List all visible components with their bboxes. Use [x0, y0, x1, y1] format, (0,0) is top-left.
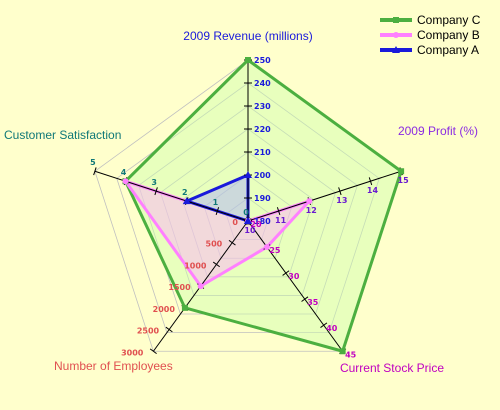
tick-label: 180	[254, 217, 271, 226]
legend-entry: Company A	[417, 43, 479, 57]
tick-label: 3	[151, 178, 157, 187]
tick-label: 2500	[137, 327, 160, 336]
axis-tick	[320, 322, 328, 328]
grid-ring	[138, 105, 358, 315]
data-point	[182, 197, 191, 205]
tick-label: 13	[336, 196, 347, 205]
tick-label: 220	[254, 125, 271, 134]
tick-label: 1500	[168, 283, 191, 292]
tick-label: 190	[254, 194, 271, 203]
axis-title: Customer Satisfaction	[4, 128, 121, 142]
axis-line	[247, 170, 402, 222]
tick-label: 3000	[121, 348, 144, 357]
data-point	[245, 57, 251, 63]
tick-label: 40	[326, 324, 338, 333]
axis-title: 2009 Revenue (millions)	[183, 29, 312, 43]
legend-marker	[392, 46, 400, 53]
axis-tick	[276, 207, 281, 216]
axis-tick	[228, 239, 236, 246]
tick-label: 2000	[153, 305, 176, 314]
data-point	[263, 244, 270, 251]
axis-title: 2009 Profit (%)	[398, 124, 478, 138]
axis-tick	[215, 207, 220, 216]
tick-label: 210	[254, 148, 271, 157]
axis-tick	[93, 167, 97, 176]
axis-tick	[212, 261, 220, 268]
legend-marker	[393, 32, 399, 38]
axis-tick	[368, 177, 373, 186]
axis-tick	[149, 348, 157, 355]
axis-tick	[282, 270, 290, 276]
legend-entry: Company C	[417, 13, 481, 27]
data-point	[197, 283, 204, 290]
tick-label: 20	[250, 220, 262, 229]
legend-entry: Company B	[417, 28, 480, 42]
tick-label: 14	[367, 186, 379, 195]
tick-label: 230	[254, 102, 271, 111]
tick-label: 45	[345, 350, 357, 359]
tick-label: 0	[232, 218, 238, 227]
data-point	[398, 168, 405, 175]
data-point	[244, 217, 252, 224]
tick-label: 0	[243, 208, 249, 217]
axis-tick	[154, 187, 158, 196]
tick-label: 10	[244, 226, 256, 235]
axis-tick	[301, 296, 309, 302]
axis-title: Number of Employees	[54, 359, 173, 373]
tick-label: 250	[254, 56, 271, 65]
tick-label: 15	[398, 176, 410, 185]
tick-label: 200	[254, 171, 271, 180]
data-point	[122, 178, 129, 185]
tick-label: 500	[206, 240, 223, 249]
grid-ring	[225, 197, 271, 241]
axis-tick	[338, 187, 342, 196]
tick-label: 12	[306, 206, 317, 215]
tick-label: 240	[254, 79, 271, 88]
data-point	[181, 304, 188, 311]
tick-label: 4	[121, 168, 127, 177]
tick-label: 2	[182, 188, 188, 197]
axis-line	[94, 170, 249, 222]
grid-ring	[181, 151, 315, 278]
tick-label: 35	[307, 298, 319, 307]
axis-title: Current Stock Price	[340, 361, 444, 375]
tick-label: 1000	[184, 261, 207, 270]
tick-label: 25	[269, 246, 281, 255]
tick-label: 30	[288, 272, 300, 281]
tick-label: 11	[275, 216, 287, 225]
grid-ring	[116, 82, 380, 334]
legend-marker	[393, 17, 399, 23]
data-point	[339, 348, 346, 355]
axis-tick	[165, 326, 173, 333]
grid-ring	[160, 128, 336, 296]
tick-label: 5	[90, 158, 96, 167]
data-point	[244, 171, 252, 178]
data-point	[306, 198, 313, 205]
tick-label: 1	[213, 198, 219, 207]
axis-line	[247, 220, 344, 352]
